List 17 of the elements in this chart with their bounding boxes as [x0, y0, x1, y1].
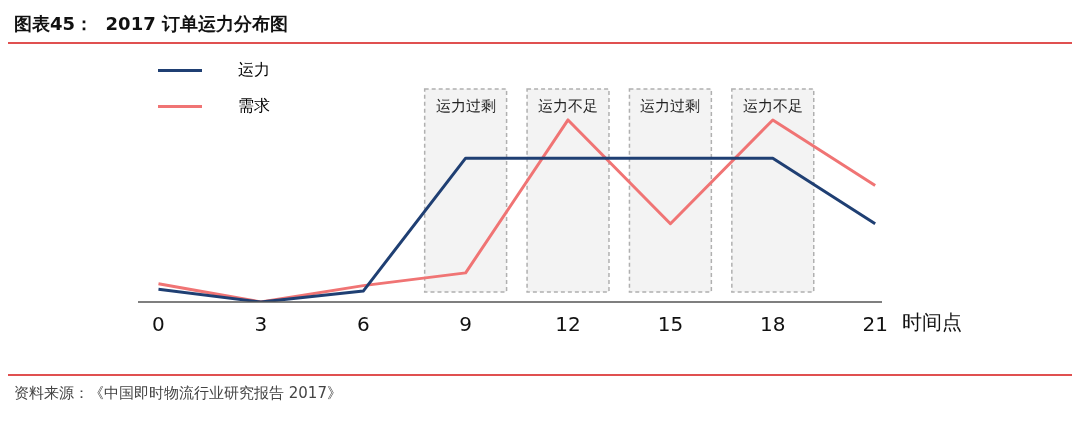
band-label: 运力过剩	[435, 96, 496, 115]
x-tick-label: 9	[459, 312, 472, 337]
x-tick-label: 0	[152, 312, 165, 337]
x-tick-label: 3	[254, 312, 268, 337]
band-label: 运力不足	[742, 96, 803, 115]
x-tick-label: 6	[356, 312, 370, 337]
x-tick-label: 15	[657, 312, 684, 337]
x-tick-label: 18	[760, 312, 786, 337]
chart-title: 图表45： 2017 订单运力分布图	[8, 8, 1072, 44]
band-label: 运力不足	[538, 96, 599, 115]
legend-label: 运力	[238, 59, 270, 81]
x-axis-title: 时间点	[902, 310, 962, 335]
x-tick-label: 12	[555, 312, 581, 337]
text: 资料来源：《中国即时物流行业研究报告 2017》	[8, 374, 1072, 411]
legend-label: 需求	[238, 95, 270, 117]
x-tick-label: 21	[862, 312, 888, 337]
band-label: 运力过剩	[640, 96, 701, 115]
